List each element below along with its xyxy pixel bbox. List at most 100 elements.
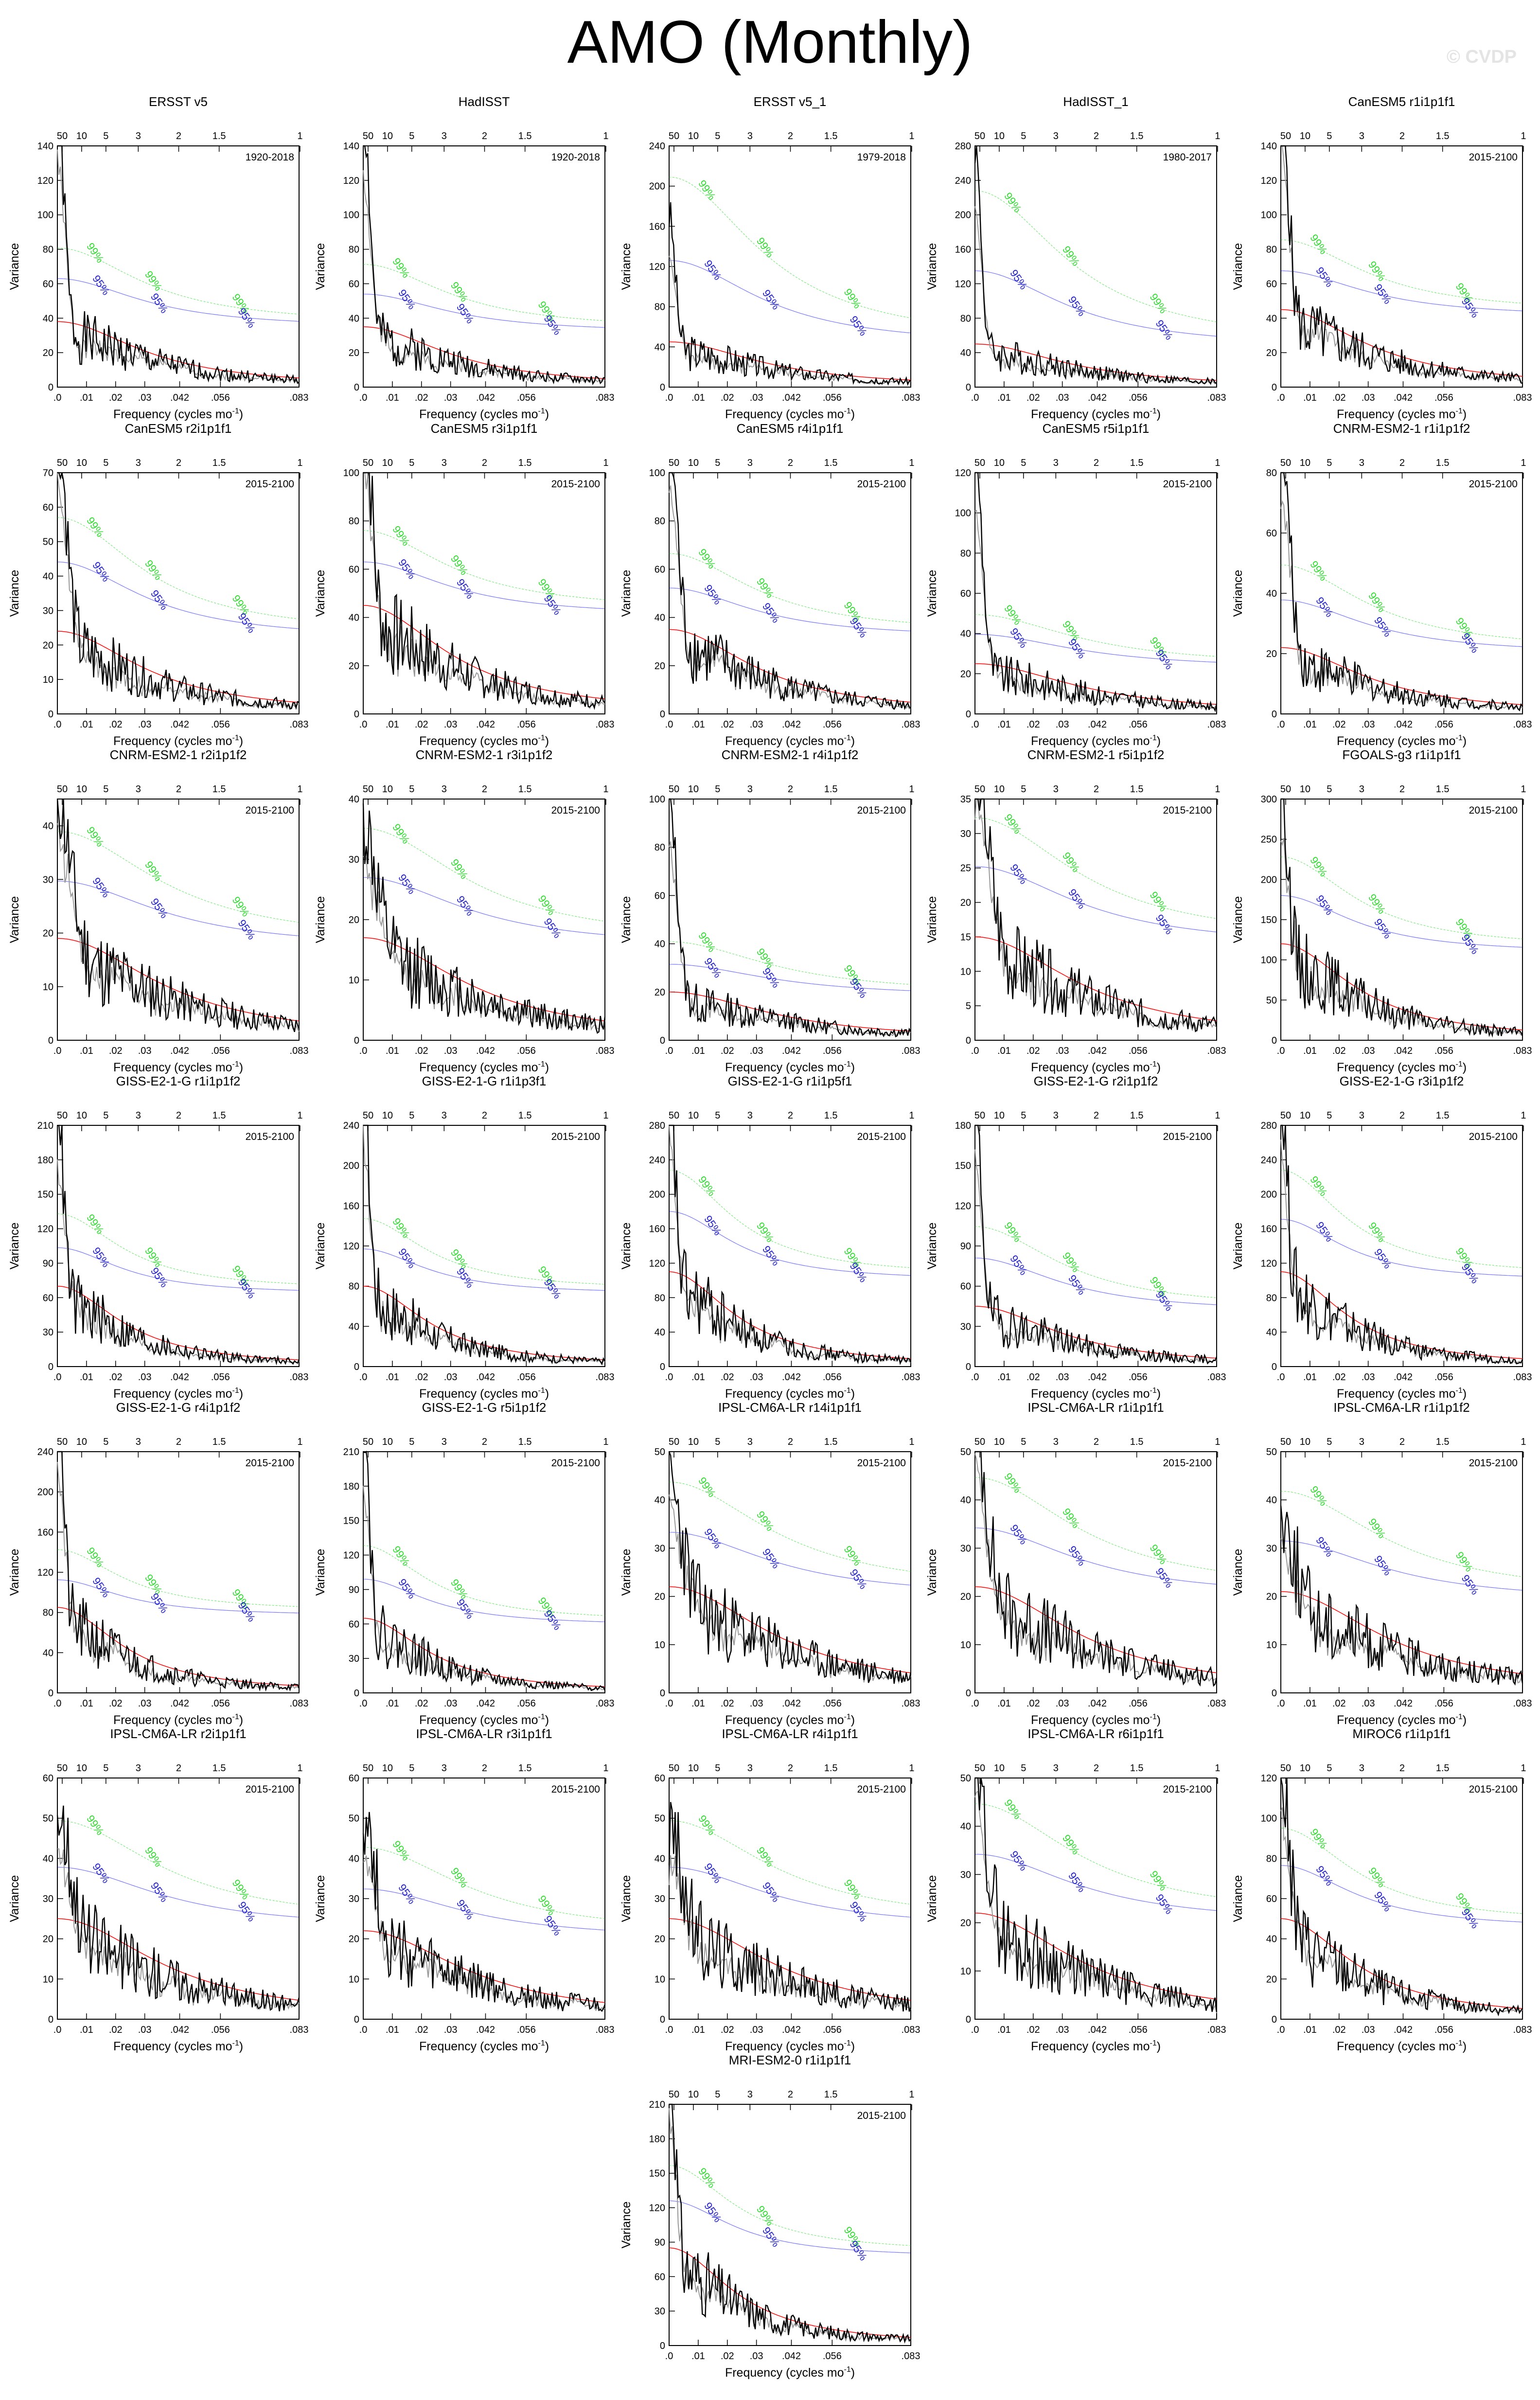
y-tick-label: 60 [655,1773,665,1784]
y-tick-label: 120 [649,2203,665,2214]
x-tick-label: .02 [1332,719,1346,730]
sig95-label: 95% [454,577,477,601]
y-tick-label: 40 [655,939,665,950]
sig95-label: 95% [148,587,171,612]
sig99-label: 99% [448,857,471,881]
sig95-label: 95% [760,2224,782,2249]
x-tick-label: .042 [1088,392,1107,403]
y-tick-label: 200 [955,210,971,221]
spectrum-line [363,1124,606,1366]
y-axis-label: Variance [620,1875,633,1922]
period-label: 2015-2100 [857,479,906,490]
y-tick-label: 0 [660,1362,665,1372]
period-tick-label: 2 [1094,784,1099,795]
y-tick-label: 0 [660,2014,665,2025]
x-tick-label: .01 [997,719,1011,730]
x-axis-label: Frequency (cycles mo-1) [725,2039,855,2053]
period-tick-label: 2 [1399,1437,1405,1447]
x-axis-label: Frequency (cycles mo-1) [725,1387,855,1401]
spectrum-line [362,803,606,1034]
y-tick-label: 30 [960,1869,971,1880]
panel-cnrm-esm2-1-r1i1p1f2: CNRM-ESM2-1 r1i1p1f2 2015-2100 0 20 40 60 80 Va… [1231,421,1532,748]
period-tick-label: 10 [382,1110,393,1121]
x-tick-label: .042 [170,719,189,730]
spectrum-line [1281,1124,1523,1365]
sig99-label: 99% [1366,259,1388,283]
watermark-logo: © CVDP [1446,47,1517,67]
x-tick-label: .056 [517,1698,536,1709]
sig95-line [363,294,605,328]
period-tick-label: 50 [974,458,985,468]
red-noise-line [363,326,605,379]
plot-frame [363,145,605,388]
spectrum-line [975,1124,1218,1365]
x-tick-label: .0 [53,1372,62,1383]
plot-frame [669,472,911,714]
sig99-label: 99% [1308,1826,1330,1850]
x-tick-label: .042 [476,719,495,730]
sig95-label: 95% [148,1880,171,1904]
sig95-label: 95% [1066,294,1088,318]
sig99-line [363,1218,605,1285]
spectrum-line [1281,472,1523,711]
x-tick-label: .02 [1027,1698,1040,1709]
period-tick-label: 1.5 [212,1763,226,1774]
x-tick-label: .042 [476,392,495,403]
x-tick-label: .02 [721,1372,734,1383]
sig99-line [974,190,1217,322]
sig95-label: 95% [760,1880,782,1904]
sig95-label: 95% [1008,1522,1030,1547]
y-tick-label: 160 [1261,1224,1277,1235]
x-tick-label: .01 [386,1698,399,1709]
spectrum-line [974,145,1217,385]
y-tick-label: 40 [349,794,359,805]
period-tick-label: 10 [688,1763,699,1774]
sig95-line [975,866,1217,932]
period-tick-label: 1.5 [212,784,226,795]
y-axis-label: Variance [925,243,939,290]
sig99-label: 99% [1060,1506,1082,1530]
y-tick-label: 300 [1261,794,1277,805]
period-tick-label: 1.5 [1130,784,1144,795]
x-tick-label: .0 [1277,719,1285,730]
period-tick-label: 5 [103,131,108,142]
x-tick-label: .03 [444,719,458,730]
y-tick-label: 0 [1272,382,1277,393]
period-tick-label: 5 [715,784,720,795]
y-tick-label: 40 [655,1853,665,1864]
panel-giss-e2-1-g-r1i1p1f2: GISS-E2-1-G r1i1p1f2 2015-2100 0 30 60 90 120 1… [8,1074,308,1401]
y-tick-label: 60 [655,564,665,575]
period-tick-label: 10 [1300,1437,1310,1447]
y-tick-label: 80 [655,1293,665,1303]
sig95-line [975,1258,1217,1305]
period-tick-label: 3 [136,131,141,142]
sig99-label: 99% [696,1813,718,1837]
y-tick-label: 40 [960,1495,971,1506]
period-label: 2015-2100 [246,1131,294,1142]
sig95-label: 95% [1008,1253,1030,1277]
panel-canesm5-r3i1p1f1: CanESM5 r3i1p1f1 2015-2100 0 20 40 60 80 100 Var… [314,421,614,748]
sig95-label: 95% [1372,1889,1394,1914]
x-tick-label: .056 [1129,1046,1148,1056]
x-tick-label: .03 [1362,1698,1375,1709]
y-tick-label: 240 [955,176,971,186]
y-tick-label: 80 [655,842,665,853]
y-tick-label: 40 [1266,588,1277,599]
plot-frame [57,472,300,714]
x-axis-label: Frequency (cycles mo-1) [1337,734,1467,748]
y-axis-label: Variance [925,1875,939,1922]
sig95-line [57,1579,300,1614]
sig95-label: 95% [1372,1246,1394,1271]
sig95-label: 95% [454,301,477,325]
y-tick-label: 30 [43,1894,53,1904]
x-axis-label: Frequency (cycles mo-1) [113,1713,243,1727]
y-axis-label: Variance [620,1549,633,1596]
y-tick-label: 0 [48,2014,53,2025]
y-tick-label: 160 [649,1224,665,1235]
x-axis-label: Frequency (cycles mo-1) [1031,1713,1161,1727]
sig99-label: 99% [142,1845,165,1869]
x-tick-label: .042 [476,1372,495,1383]
sig95-label: 95% [1372,1553,1394,1578]
smoothed-spectrum-line [1280,145,1523,382]
sig95-label: 95% [396,872,418,896]
